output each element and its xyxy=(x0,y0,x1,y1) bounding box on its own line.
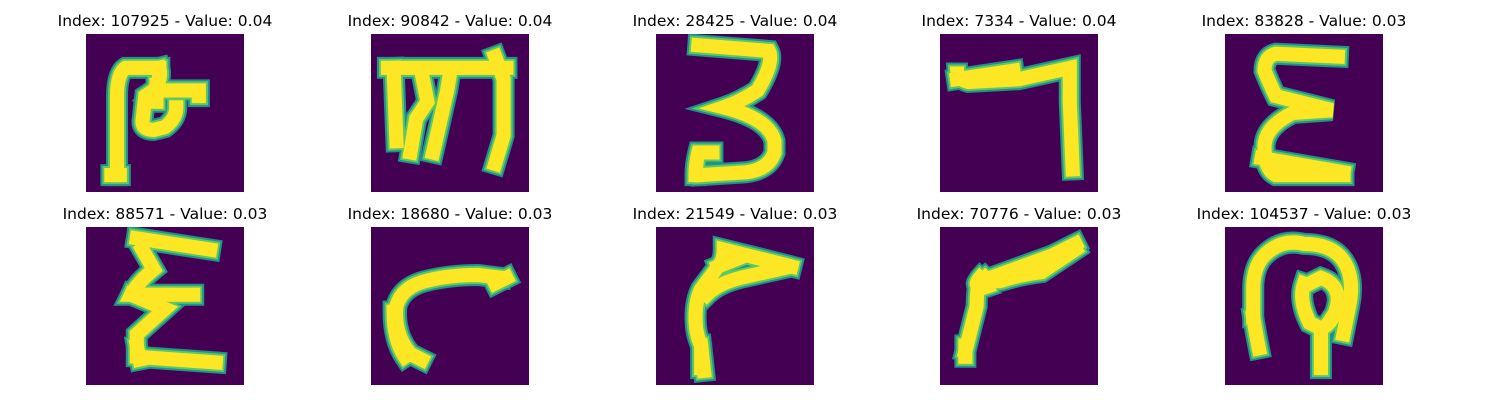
glyph-image xyxy=(940,34,1098,192)
glyph-stroke xyxy=(1245,309,1268,357)
panel-title: Index: 28425 - Value: 0.04 xyxy=(632,12,838,30)
glyph-stroke xyxy=(1322,290,1354,328)
glyph-image xyxy=(86,34,244,192)
image-panel: Index: 104537 - Value: 0.03 xyxy=(1189,205,1419,385)
glyph-stroke xyxy=(402,65,435,161)
glyph-stroke xyxy=(424,65,459,161)
panel-title: Index: 21549 - Value: 0.03 xyxy=(632,205,838,223)
glyph-image xyxy=(86,227,244,385)
image-panel: Index: 90842 - Value: 0.04 xyxy=(335,12,565,192)
glyph-stroke xyxy=(121,285,224,370)
glyph-image xyxy=(1225,34,1383,192)
glyph-image xyxy=(371,34,529,192)
glyph-stroke xyxy=(128,337,148,368)
image-panel: Index: 7334 - Value: 0.04 xyxy=(904,12,1134,192)
image-panel: Index: 21549 - Value: 0.03 xyxy=(620,205,850,385)
glyph-stroke xyxy=(1253,149,1352,181)
glyph-stroke xyxy=(696,247,794,305)
glyph-image xyxy=(940,227,1098,385)
image-panel: Index: 88571 - Value: 0.03 xyxy=(50,205,280,385)
panel-title: Index: 88571 - Value: 0.03 xyxy=(62,205,268,223)
panel-title: Index: 104537 - Value: 0.03 xyxy=(1196,205,1412,223)
glyph-stroke xyxy=(688,240,800,376)
glyph-stroke xyxy=(486,47,511,173)
image-panel: Index: 70776 - Value: 0.03 xyxy=(904,205,1134,385)
panel-title: Index: 83828 - Value: 0.03 xyxy=(1201,12,1407,30)
glyph-stroke xyxy=(693,337,712,379)
glyph-stroke xyxy=(948,62,1022,88)
glyph-stroke xyxy=(109,60,167,183)
panel-title: Index: 107925 - Value: 0.04 xyxy=(57,12,273,30)
panel-title: Index: 7334 - Value: 0.04 xyxy=(921,12,1117,30)
glyph-image xyxy=(371,227,529,385)
glyph-stroke xyxy=(690,37,782,183)
image-panel: Index: 28425 - Value: 0.04 xyxy=(620,12,850,192)
panel-title: Index: 70776 - Value: 0.03 xyxy=(916,205,1122,223)
glyph-stroke xyxy=(386,60,404,149)
glyph-image xyxy=(656,34,814,192)
panel-title: Index: 18680 - Value: 0.03 xyxy=(347,205,553,223)
image-panel: Index: 83828 - Value: 0.03 xyxy=(1189,12,1419,192)
glyph-stroke xyxy=(386,304,415,367)
image-panel: Index: 18680 - Value: 0.03 xyxy=(335,205,565,385)
glyph-stroke xyxy=(969,267,997,298)
glyph-stroke xyxy=(135,80,184,137)
glyph-image xyxy=(656,227,814,385)
glyph-stroke xyxy=(128,230,219,258)
glyph-stroke xyxy=(1246,235,1359,343)
glyph-stroke xyxy=(485,268,516,293)
glyph-stroke xyxy=(688,145,720,183)
glyph-image xyxy=(1225,227,1383,385)
panel-title: Index: 90842 - Value: 0.04 xyxy=(347,12,553,30)
image-panel: Index: 107925 - Value: 0.04 xyxy=(50,12,280,192)
